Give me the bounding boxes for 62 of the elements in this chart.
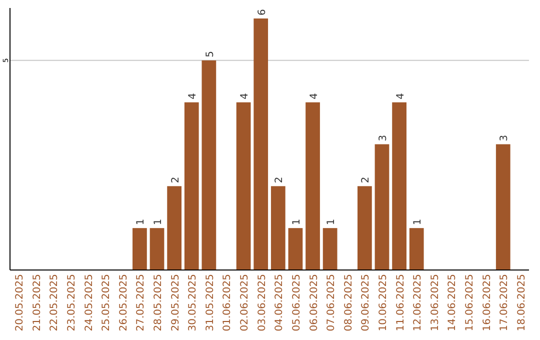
bar <box>358 186 372 270</box>
data-label: 4 <box>188 92 199 100</box>
x-tick-label: 24.05.2025 <box>84 274 95 332</box>
bar <box>132 228 147 270</box>
x-tick-label: 16.06.2025 <box>482 274 493 332</box>
data-label: 1 <box>153 218 164 226</box>
x-tick-label: 29.05.2025 <box>170 274 182 332</box>
x-tick-label: 02.06.2025 <box>240 274 251 332</box>
x-tick-label: 20.05.2025 <box>14 274 26 332</box>
x-tick-label: 13.06.2025 <box>430 274 441 332</box>
x-tick-label: 27.05.2025 <box>136 274 147 332</box>
data-label: 2 <box>274 176 286 184</box>
x-tick-label: 01.06.2025 <box>222 274 234 332</box>
bar <box>236 102 251 270</box>
x-tick-label: 31.05.2025 <box>204 274 216 332</box>
x-tick-label: 18.06.2025 <box>516 274 528 332</box>
x-tick-label: 23.05.2025 <box>66 274 78 332</box>
x-tick-label: 28.05.2025 <box>153 274 164 332</box>
x-tick-label: 04.06.2025 <box>274 274 286 332</box>
bar <box>270 186 286 270</box>
x-tick-label: 25.05.2025 <box>101 274 112 332</box>
data-label: 4 <box>240 92 251 100</box>
data-label: 3 <box>378 134 389 142</box>
data-label: 2 <box>170 176 182 184</box>
x-tick-label: 22.05.2025 <box>49 274 60 332</box>
data-label: 1 <box>326 218 338 226</box>
data-label: 5 <box>204 51 216 58</box>
x-tick-label: 12.06.2025 <box>412 274 424 332</box>
data-label: 1 <box>291 218 302 226</box>
bar <box>202 60 216 270</box>
x-tick-label: 03.06.2025 <box>256 274 268 332</box>
bar <box>167 186 182 270</box>
x-tick-label: 07.06.2025 <box>326 274 338 332</box>
x-tick-label: 30.05.2025 <box>188 274 199 332</box>
bar <box>322 228 338 270</box>
bar <box>306 102 320 270</box>
data-label: 1 <box>136 218 147 226</box>
data-label: 4 <box>308 92 320 100</box>
x-tick-label: 14.06.2025 <box>447 274 458 332</box>
x-tick-label: 10.06.2025 <box>378 274 389 332</box>
bar <box>392 102 406 270</box>
bar <box>374 144 390 270</box>
data-label: 3 <box>499 134 510 142</box>
x-tick-label: 06.06.2025 <box>308 274 320 332</box>
bar <box>184 102 199 270</box>
bar <box>150 228 164 270</box>
bar <box>288 228 303 270</box>
x-tick-label: 17.06.2025 <box>499 274 510 332</box>
x-tick-label: 09.06.2025 <box>360 274 372 332</box>
data-label: 4 <box>395 92 406 100</box>
x-tick-label: 21.05.2025 <box>32 274 43 332</box>
bar <box>496 144 510 270</box>
x-tick-label: 05.06.2025 <box>291 274 302 332</box>
data-label: 1 <box>412 218 424 226</box>
bar <box>409 228 424 270</box>
x-tick-label: 26.05.2025 <box>118 274 130 332</box>
x-tick-label: 11.06.2025 <box>395 274 406 332</box>
data-label: 2 <box>360 176 372 184</box>
x-tick-label: 08.06.2025 <box>343 274 354 332</box>
bar <box>254 18 268 270</box>
data-label: 6 <box>256 9 268 16</box>
x-tick-label: 15.06.2025 <box>464 274 476 332</box>
